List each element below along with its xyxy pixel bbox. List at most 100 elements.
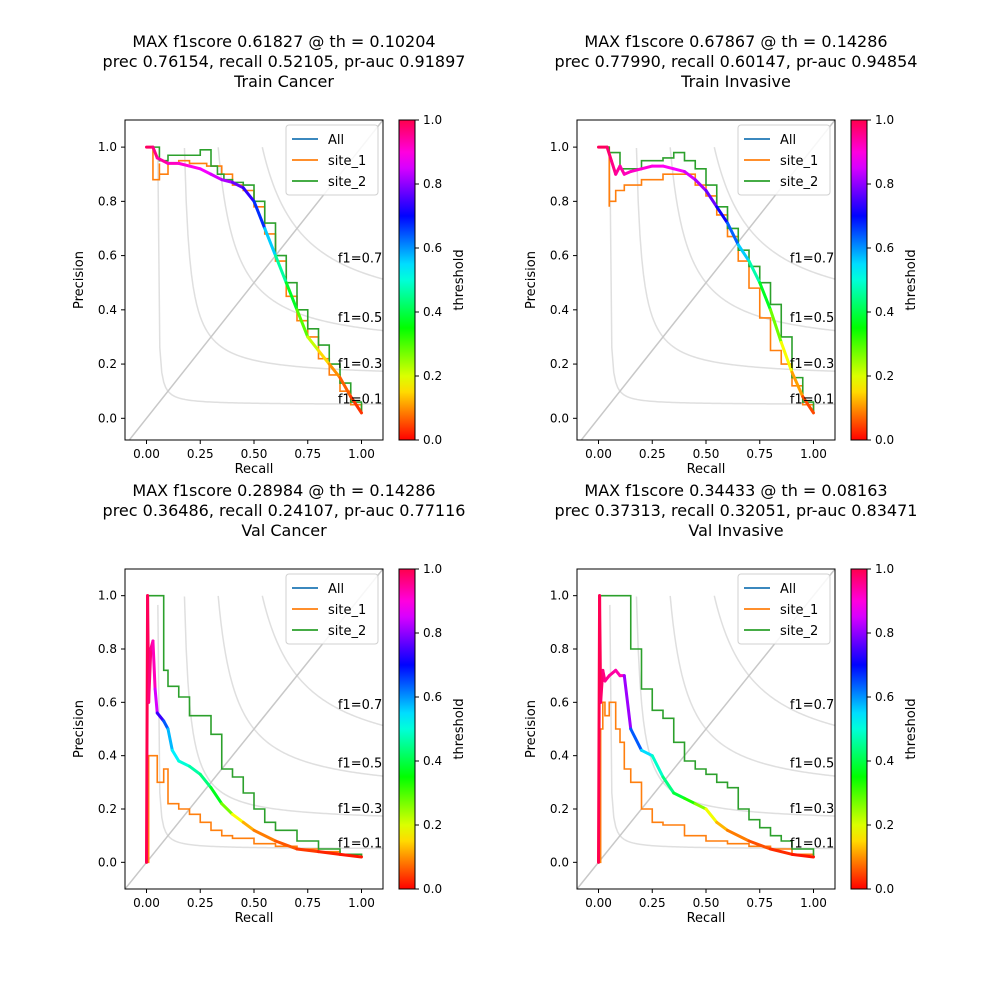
colorbar-tick-label: 0.4	[875, 305, 894, 319]
f1-label: f1=0.1	[790, 392, 834, 407]
colorbar-tick-label: 0.4	[875, 754, 894, 768]
f1-label: f1=0.1	[338, 392, 382, 407]
chart-title-line: Train Cancer	[233, 72, 334, 91]
y-tick-label: 0.8	[98, 642, 117, 656]
threshold-segment	[231, 812, 245, 824]
f1-label: f1=0.7	[338, 251, 382, 266]
threshold-segment	[151, 145, 159, 160]
iso-f1-curve	[157, 604, 383, 850]
colorbar-tick-label: 1.0	[423, 113, 442, 127]
legend-label: site_1	[780, 603, 818, 618]
f1-label: f1=0.5	[790, 757, 834, 772]
iso-f1-curve	[217, 147, 383, 332]
threshold-segment	[198, 167, 213, 176]
iso-f1-curve	[183, 147, 383, 372]
legend-label: All	[328, 133, 344, 148]
x-axis-label: Recall	[235, 462, 274, 477]
colorbar	[398, 568, 416, 890]
iso-f1-curve	[217, 595, 383, 777]
y-tick-label: 0.4	[550, 749, 569, 763]
y-tick-label: 0.4	[550, 303, 569, 317]
f1-label: f1=0.5	[790, 311, 834, 326]
y-tick-label: 0.8	[98, 194, 117, 208]
threshold-segment	[769, 308, 783, 344]
threshold-segment	[618, 164, 626, 176]
x-tick-label: 0.00	[133, 447, 160, 461]
threshold-segment	[284, 281, 299, 312]
x-axis-label: Recall	[235, 911, 274, 926]
x-tick-label: 0.00	[585, 896, 612, 910]
y-tick-label: 1.0	[550, 589, 569, 603]
chart-title-line: Train Invasive	[680, 72, 791, 91]
colorbar-tick-label: 0.6	[875, 241, 894, 255]
iso-f1-curve	[261, 595, 383, 727]
colorbar	[850, 119, 868, 441]
threshold-segment	[153, 687, 159, 715]
threshold-segment	[672, 167, 686, 174]
legend-label: site_2	[780, 175, 818, 190]
legend-label: site_2	[328, 175, 366, 190]
f1-label: f1=0.1	[790, 837, 834, 852]
threshold-segment	[629, 167, 643, 174]
threshold-segment	[327, 362, 342, 380]
threshold-segment	[338, 852, 363, 859]
threshold-segment	[640, 748, 654, 758]
threshold-segment	[801, 395, 815, 415]
legend-label: All	[328, 582, 344, 597]
threshold-segment	[769, 847, 794, 856]
iso-f1-curve	[669, 595, 835, 777]
legend-box	[285, 124, 379, 196]
chart-title-line: Val Invasive	[688, 521, 783, 540]
x-tick-label: 0.75	[294, 896, 321, 910]
y-tick-label: 0.8	[550, 194, 569, 208]
plot-area	[580, 120, 835, 440]
y-tick-label: 0.4	[98, 303, 117, 317]
x-tick-label: 0.75	[294, 447, 321, 461]
colorbar-tick-label: 1.0	[875, 113, 894, 127]
threshold-segment	[693, 178, 708, 193]
f1-label: f1=0.5	[338, 757, 382, 772]
chart-title-line: MAX f1score 0.67867 @ th = 0.14286	[584, 32, 887, 51]
threshold-segment	[715, 205, 729, 225]
threshold-segment	[758, 281, 772, 312]
threshold-segment	[790, 852, 815, 859]
x-tick-label: 0.25	[187, 896, 214, 910]
x-tick-label: 0.25	[639, 447, 666, 461]
y-tick-label: 0.2	[550, 357, 569, 371]
f1-label: f1=0.7	[338, 698, 382, 713]
colorbar-label: threshold	[452, 249, 467, 310]
chart-title-line: MAX f1score 0.28984 @ th = 0.14286	[132, 481, 435, 500]
y-tick-label: 1.0	[98, 589, 117, 603]
f1-label: f1=0.1	[338, 837, 382, 852]
threshold-segment	[605, 145, 613, 163]
threshold-segment	[162, 719, 170, 731]
y-axis-label: Precision	[524, 251, 539, 309]
threshold-segment	[170, 748, 181, 763]
legend-label: site_1	[328, 154, 366, 169]
colorbar-label: threshold	[904, 698, 919, 759]
legend-label: All	[780, 133, 796, 148]
x-tick-label: 0.50	[241, 447, 268, 461]
threshold-segment	[155, 711, 166, 723]
threshold-segment	[629, 727, 643, 752]
threshold-segment	[726, 828, 751, 843]
legend-label: site_1	[328, 603, 366, 618]
y-tick-label: 1.0	[550, 140, 569, 154]
legend-label: site_2	[328, 624, 366, 639]
series-line-site_1	[598, 701, 815, 864]
x-tick-label: 0.00	[133, 896, 160, 910]
colorbar-tick-label: 0.4	[423, 754, 442, 768]
threshold-segment	[241, 820, 256, 832]
threshold-segment	[166, 727, 174, 752]
chart-title-line: prec 0.76154, recall 0.52105, pr-auc 0.9…	[103, 52, 466, 71]
threshold-segment	[295, 308, 310, 339]
x-tick-label: 0.75	[746, 896, 773, 910]
colorbar-tick-label: 0.0	[423, 433, 442, 447]
y-axis-label: Precision	[72, 251, 87, 309]
threshold-segment	[338, 376, 353, 399]
colorbar-tick-label: 0.8	[423, 626, 442, 640]
chart-panel-3: f1=0.7 f1=0.5 f1=0.3 f1=0.1 0.00 0.25 0.50 0.75…	[72, 481, 467, 926]
legend-box	[737, 124, 831, 196]
threshold-segment	[693, 802, 708, 811]
